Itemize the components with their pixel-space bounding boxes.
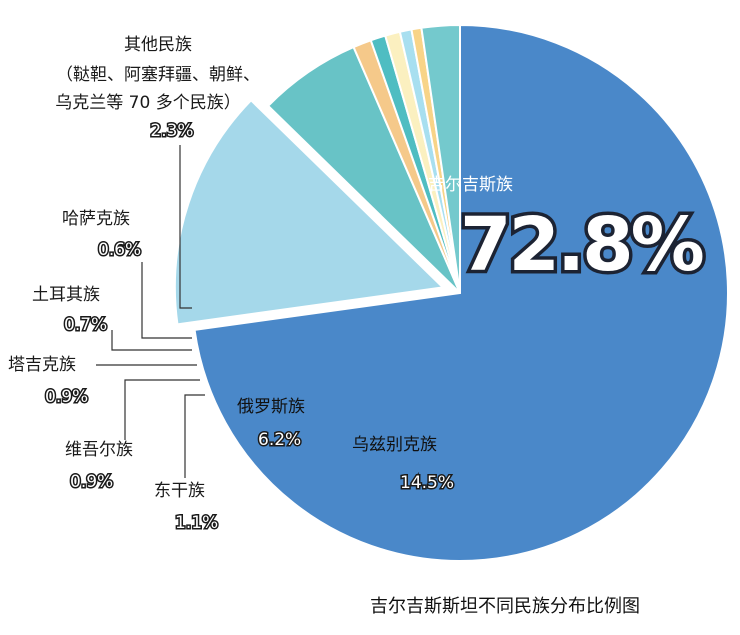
slice-label-uzbek: 乌兹别克族 [352,435,437,455]
pie-slices [173,23,729,562]
leader-line-dungan [184,394,205,478]
pie-slice-0 [193,23,729,562]
slice-value-dungan: 1.1% [175,513,218,533]
slice-label-tajik: 塔吉克族 [8,355,76,375]
slice-note-other-line1: （鞑靼、阿塞拜疆、朝鲜、 [56,65,260,85]
slice-value-russian: 6.2% [258,430,301,450]
slice-value-kazakh: 0.6% [98,240,141,260]
slice-label-turkish: 土耳其族 [32,285,100,305]
leader-line-kazakh [141,262,192,339]
slice-value-kyrgyz: 72.8% [460,202,703,288]
slice-value-tajik: 0.9% [45,387,88,407]
slice-label-dungan: 东干族 [154,481,205,501]
leader-line-uyghur [124,379,200,440]
slice-value-turkish: 0.7% [64,315,107,335]
slice-note-other-line2: 乌克兰等 70 多个民族） [55,93,240,113]
pie-slice-1 [173,98,446,326]
leader-lines [96,145,205,478]
slice-value-uyghur: 0.9% [70,472,113,492]
leader-line-other [179,145,192,309]
slice-label-uyghur: 维吾尔族 [65,440,133,460]
leader-line-turkish [111,330,192,351]
pie-slice-8 [420,23,461,294]
slice-label-other: 其他民族 [124,35,192,55]
chart-title: 吉尔吉斯斯坦不同民族分布比例图 [370,596,640,617]
slice-label-kyrgyz: 吉尔吉斯族 [428,175,513,195]
slice-value-uzbek: 14.5% [400,473,454,493]
slice-value-other: 2.3% [150,121,193,141]
slice-label-kazakh: 哈萨克族 [62,209,130,229]
slice-label-russian: 俄罗斯族 [237,397,305,417]
